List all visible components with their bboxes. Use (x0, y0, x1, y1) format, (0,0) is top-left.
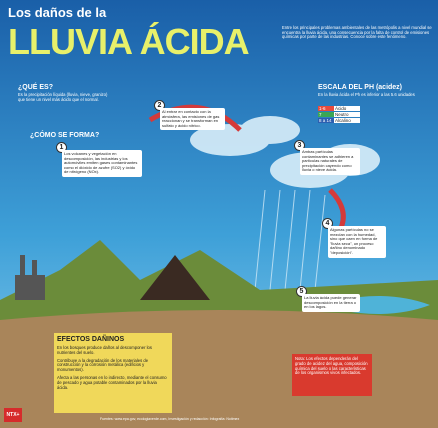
what-text: Es la precipitación líquida (lluvia, nie… (18, 93, 108, 102)
step-text: Al entrar en contacto con la atmósfera, … (160, 108, 225, 130)
step-text: Los volcanes y vegetación en descomposic… (62, 150, 142, 177)
effects-title: EFECTOS DAÑINOS (57, 336, 169, 343)
step-text: Algunas partículas no se mezclan con la … (328, 226, 386, 258)
ph-label: Neutro (334, 112, 360, 117)
step-text: Ambas partículas contaminantes se adhier… (300, 148, 360, 175)
effects: EFECTOS DAÑINOS En los bosques produce d… (54, 333, 172, 413)
ph-text: En la lluvia ácida el Ph es inferior a l… (318, 93, 418, 98)
ph-range: 1-6 (318, 106, 334, 111)
sources: Fuentes: www.epa.gov, ecologiaverde.com,… (100, 418, 239, 422)
effect-item: En los bosques produce daños al descompo… (57, 346, 169, 356)
what-title: ¿QUÉ ES? (18, 84, 53, 92)
note: Nota: Los efectos dependerán del grado d… (292, 354, 372, 396)
ph-title: ESCALA DEL PH (acidez) (318, 84, 402, 92)
infographic: Los daños de la LLUVIA ÁCIDA Entre los p… (0, 0, 438, 428)
kicker: Los daños de la (8, 6, 106, 20)
intro: Entre los principales problemas ambienta… (282, 26, 432, 40)
ph-range: 7 (318, 112, 334, 117)
ph-label: Ácido (334, 106, 360, 111)
ph-label: Alcalino (334, 118, 360, 123)
title: LLUVIA ÁCIDA (8, 22, 249, 62)
ph-range: 8 a 14 (318, 118, 334, 123)
how-title: ¿CÓMO SE FORMA? (30, 132, 99, 140)
effect-item: Afecta a las personas en lo indirecto, m… (57, 376, 169, 390)
step-text: La lluvia ácida puede generar descomposi… (302, 294, 360, 312)
effects-list: En los bosques produce daños al descompo… (57, 346, 169, 391)
brand: NTX+ (4, 408, 22, 422)
effect-item: Contribuye a la degradación de los mater… (57, 359, 169, 373)
